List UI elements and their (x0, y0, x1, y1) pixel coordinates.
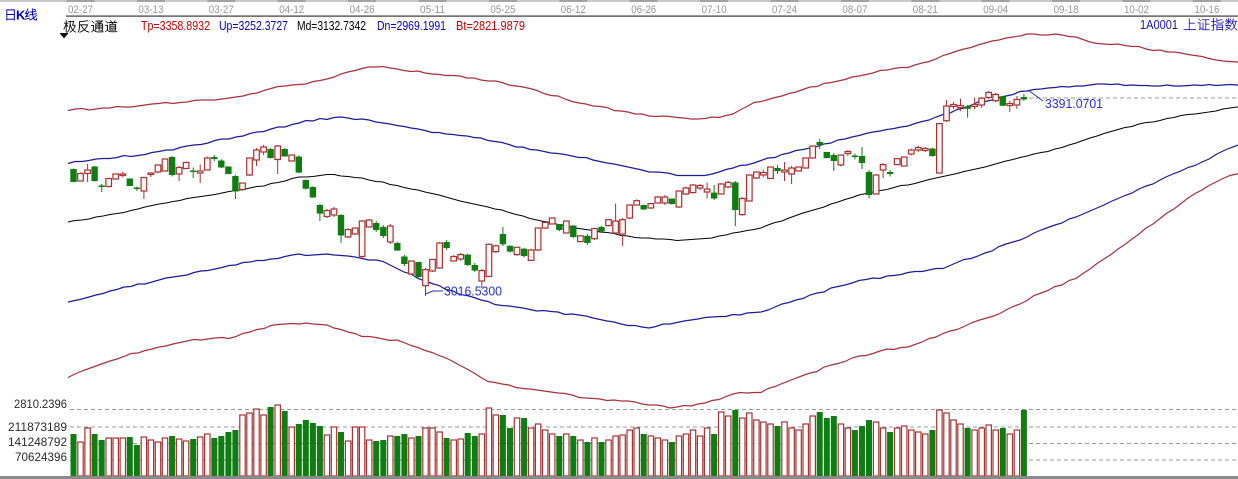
svg-text:70624396: 70624396 (15, 452, 67, 464)
svg-text:04-12: 04-12 (279, 4, 304, 16)
svg-text:02-27: 02-27 (68, 4, 93, 16)
svg-text:09-18: 09-18 (1054, 4, 1079, 16)
svg-text:07-24: 07-24 (772, 4, 797, 16)
svg-text:1A0001: 1A0001 (1140, 18, 1178, 32)
svg-text:10-16: 10-16 (1194, 4, 1219, 16)
svg-text:K: K (16, 8, 26, 23)
svg-text:3391.0701: 3391.0701 (1045, 97, 1103, 111)
svg-text:03-27: 03-27 (209, 4, 234, 16)
svg-text:03-13: 03-13 (138, 4, 163, 16)
svg-text:Dn=2969.1991: Dn=2969.1991 (377, 19, 446, 33)
svg-text:Md=3132.7342: Md=3132.7342 (297, 19, 366, 33)
svg-text:06-12: 06-12 (561, 4, 586, 16)
svg-text:Tp=3358.8932: Tp=3358.8932 (141, 19, 210, 33)
svg-text:211873189: 211873189 (8, 422, 67, 434)
svg-text:06-26: 06-26 (631, 4, 656, 16)
svg-text:05-25: 05-25 (490, 4, 515, 16)
svg-text:05-11: 05-11 (420, 4, 445, 16)
svg-text:08-21: 08-21 (913, 4, 938, 16)
svg-text:07-10: 07-10 (702, 4, 727, 16)
svg-text:3016.5300: 3016.5300 (444, 285, 502, 299)
svg-text:141248792: 141248792 (8, 437, 67, 449)
svg-text:09-04: 09-04 (983, 4, 1008, 16)
svg-text:Up=3252.3727: Up=3252.3727 (219, 19, 288, 33)
svg-text:10-02: 10-02 (1124, 4, 1149, 16)
svg-text:04-26: 04-26 (350, 4, 375, 16)
svg-text:08-07: 08-07 (842, 4, 867, 16)
svg-text:Bt=2821.9879: Bt=2821.9879 (456, 19, 525, 33)
svg-text:2810.2396: 2810.2396 (14, 399, 67, 411)
